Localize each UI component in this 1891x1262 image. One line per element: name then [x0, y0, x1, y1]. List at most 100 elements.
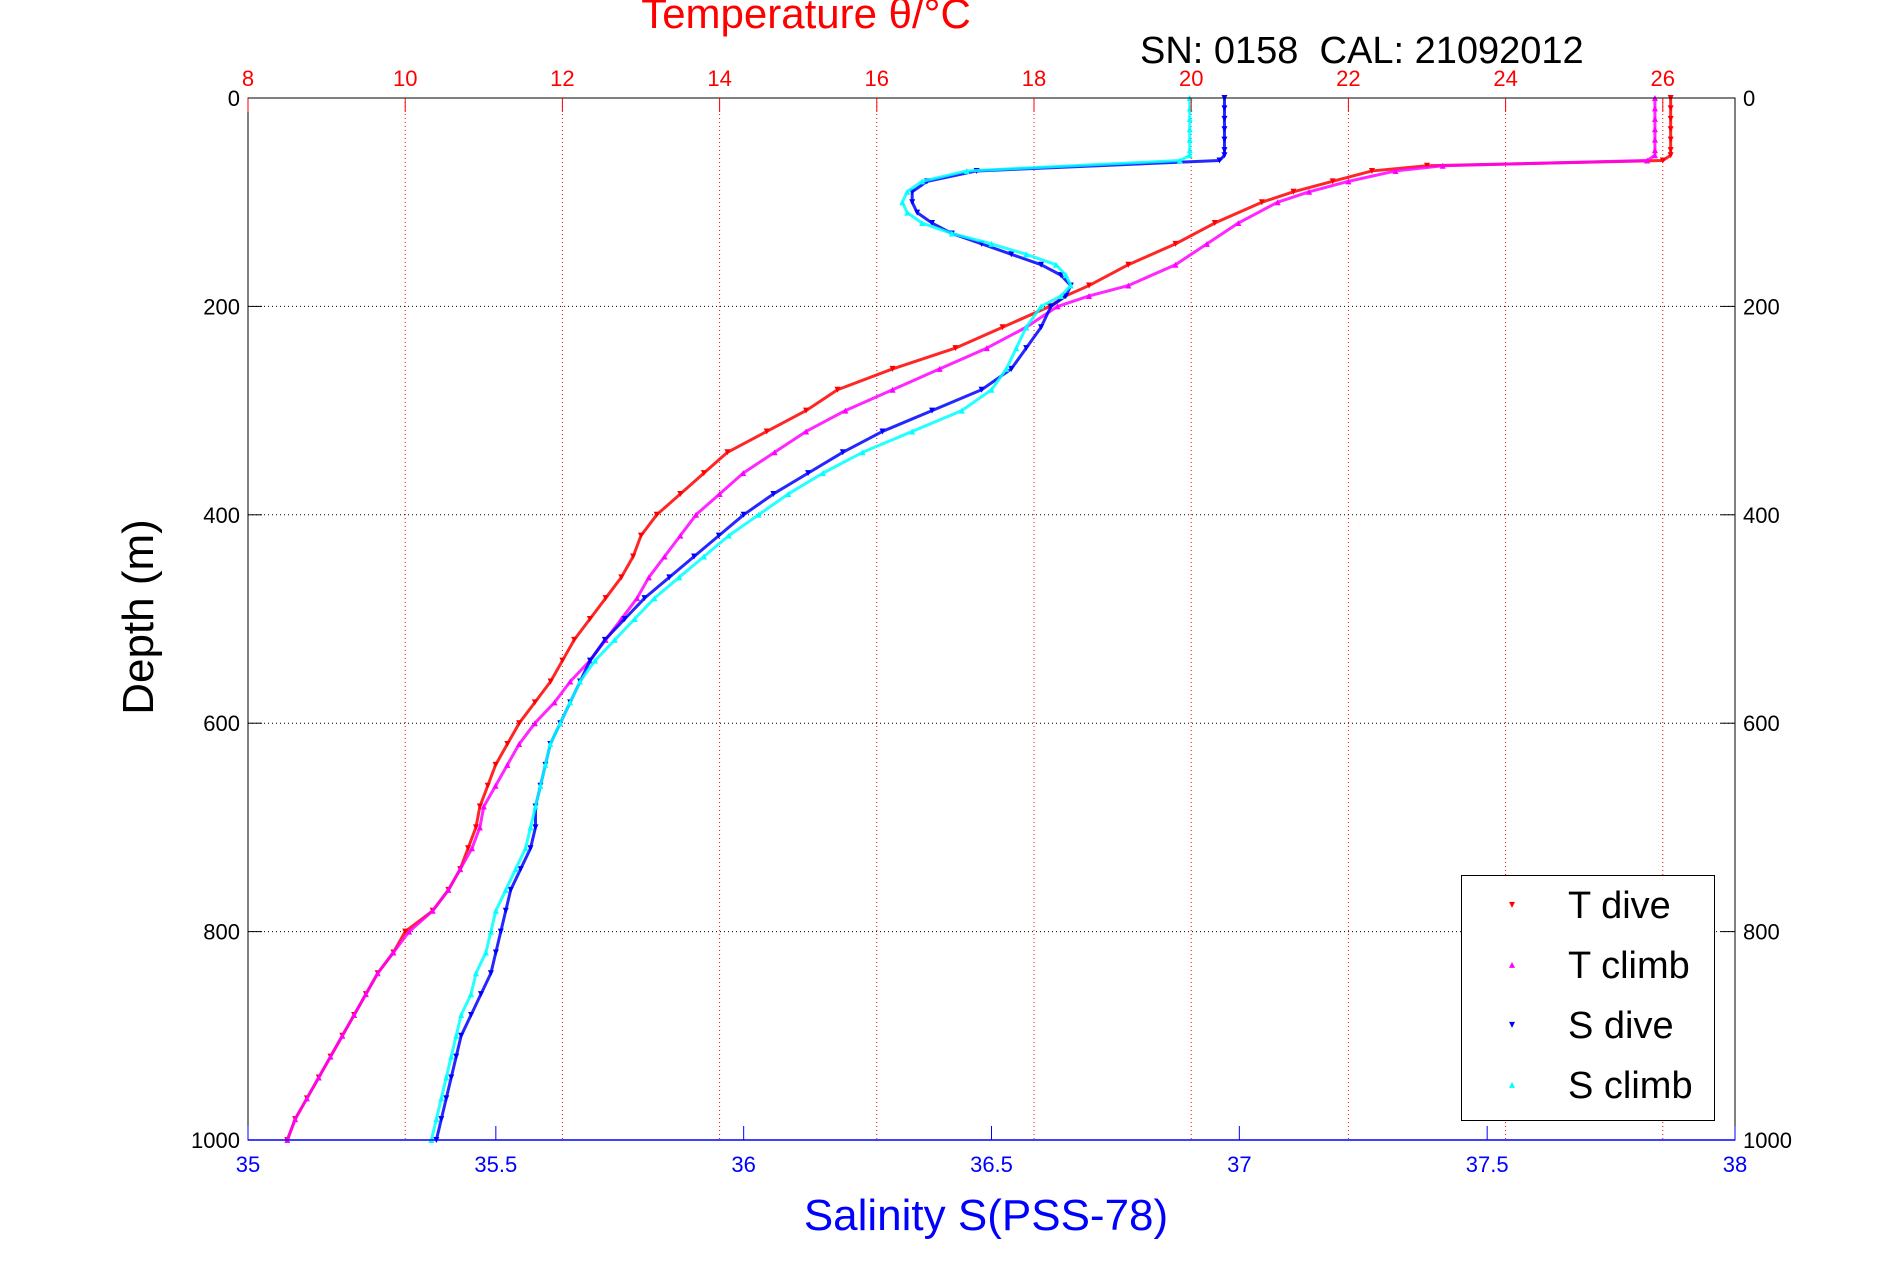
data-point: [465, 845, 472, 852]
data-point: [770, 490, 777, 497]
data-point: [502, 886, 509, 893]
data-point: [537, 782, 544, 789]
data-point: [803, 428, 810, 435]
data-point: [492, 907, 499, 914]
data-point: [1667, 152, 1674, 159]
data-point: [484, 782, 491, 789]
data-point: [487, 970, 494, 977]
data-point: [1067, 282, 1074, 289]
data-point: [448, 1053, 455, 1060]
bottom-tick-label: 36.5: [970, 1152, 1013, 1177]
data-point: [551, 699, 558, 706]
legend-label: T climb: [1568, 945, 1690, 987]
axes: 8 10 12 14 16 18 20 22 24 26 0 0 200 200 400 400 600 600 8…: [191, 66, 1792, 1177]
data-point: [504, 741, 511, 748]
data-point: [641, 595, 648, 602]
data-point: [958, 407, 965, 414]
data-point: [983, 345, 990, 352]
series-line: [285, 98, 1657, 1141]
bottom-tick-label: 36: [731, 1152, 755, 1177]
data-point: [473, 970, 480, 977]
data-point: [1008, 365, 1015, 372]
data-point: [292, 1116, 299, 1123]
top-tick-label: 10: [393, 66, 417, 91]
data-point: [1186, 105, 1193, 112]
data-point: [724, 449, 731, 456]
data-point: [507, 886, 514, 893]
right-tick-label: 800: [1743, 920, 1780, 945]
data-point: [586, 616, 593, 622]
left-tick-label: 1000: [191, 1128, 240, 1153]
data-point: [677, 490, 684, 497]
data-point: [1186, 115, 1193, 122]
data-point: [740, 511, 747, 518]
data-point: [457, 866, 464, 873]
right-tick-label: 400: [1743, 503, 1780, 528]
bottom-tick-label: 38: [1723, 1152, 1747, 1177]
bottom-tick-label: 37.5: [1466, 1152, 1509, 1177]
data-point: [1221, 152, 1228, 159]
data-point: [909, 428, 916, 435]
data-point: [755, 511, 762, 518]
bottom-tick-label: 35.5: [474, 1152, 517, 1177]
data-point: [963, 167, 970, 174]
data-point: [919, 178, 926, 185]
data-point: [1221, 136, 1228, 143]
data-point: [1659, 157, 1666, 164]
right-tick-label: 1000: [1743, 1128, 1792, 1153]
data-point: [819, 470, 826, 477]
data-point: [630, 553, 637, 560]
data-point: [438, 1095, 445, 1102]
series-s-dive: [433, 95, 1228, 1143]
top-tick-label: 26: [1651, 66, 1675, 91]
data-point: [611, 636, 618, 643]
data-point: [691, 553, 698, 560]
right-tick-label: 200: [1743, 294, 1780, 319]
chart-title: Temperature θ/°C: [641, 0, 971, 37]
data-point: [1667, 126, 1674, 133]
data-point: [1023, 345, 1030, 352]
data-point: [577, 678, 584, 685]
data-point: [453, 1053, 460, 1060]
data-point: [362, 991, 369, 998]
data-point: [1038, 303, 1045, 310]
data-point: [406, 928, 413, 935]
data-point: [889, 386, 896, 393]
data-point: [716, 490, 723, 497]
data-point: [531, 699, 538, 706]
data-point: [763, 428, 770, 435]
data-point: [547, 741, 554, 748]
data-point: [1651, 126, 1658, 133]
data-point: [1203, 240, 1210, 247]
data-point: [1644, 157, 1651, 164]
left-tick-label: 0: [228, 86, 240, 111]
data-point: [1125, 261, 1132, 268]
data-point: [904, 209, 911, 216]
data-point: [651, 595, 658, 602]
data-point: [587, 657, 594, 664]
data-point: [487, 928, 494, 935]
data-point: [1008, 251, 1015, 258]
data-point: [631, 616, 638, 622]
data-point: [645, 574, 652, 581]
legend-item-s-dive: ▾ S dive: [1462, 996, 1716, 1054]
data-point: [666, 574, 673, 581]
data-point: [445, 886, 452, 893]
top-tick-label: 22: [1336, 66, 1360, 91]
data-point: [621, 616, 628, 622]
data-point: [327, 1053, 334, 1060]
bottom-tick-label: 35: [236, 1152, 260, 1177]
data-point: [443, 1095, 450, 1102]
data-point: [567, 678, 574, 685]
data-point: [785, 490, 792, 497]
data-point: [532, 803, 539, 810]
data-point: [936, 365, 943, 372]
bottom-tick-label: 37: [1227, 1152, 1251, 1177]
data-point: [1176, 157, 1183, 164]
data-point: [458, 1011, 465, 1018]
data-point: [948, 230, 955, 237]
data-point: [1172, 240, 1179, 247]
data-point: [1054, 303, 1061, 310]
data-point: [517, 866, 524, 873]
series-line: [429, 98, 1192, 1141]
